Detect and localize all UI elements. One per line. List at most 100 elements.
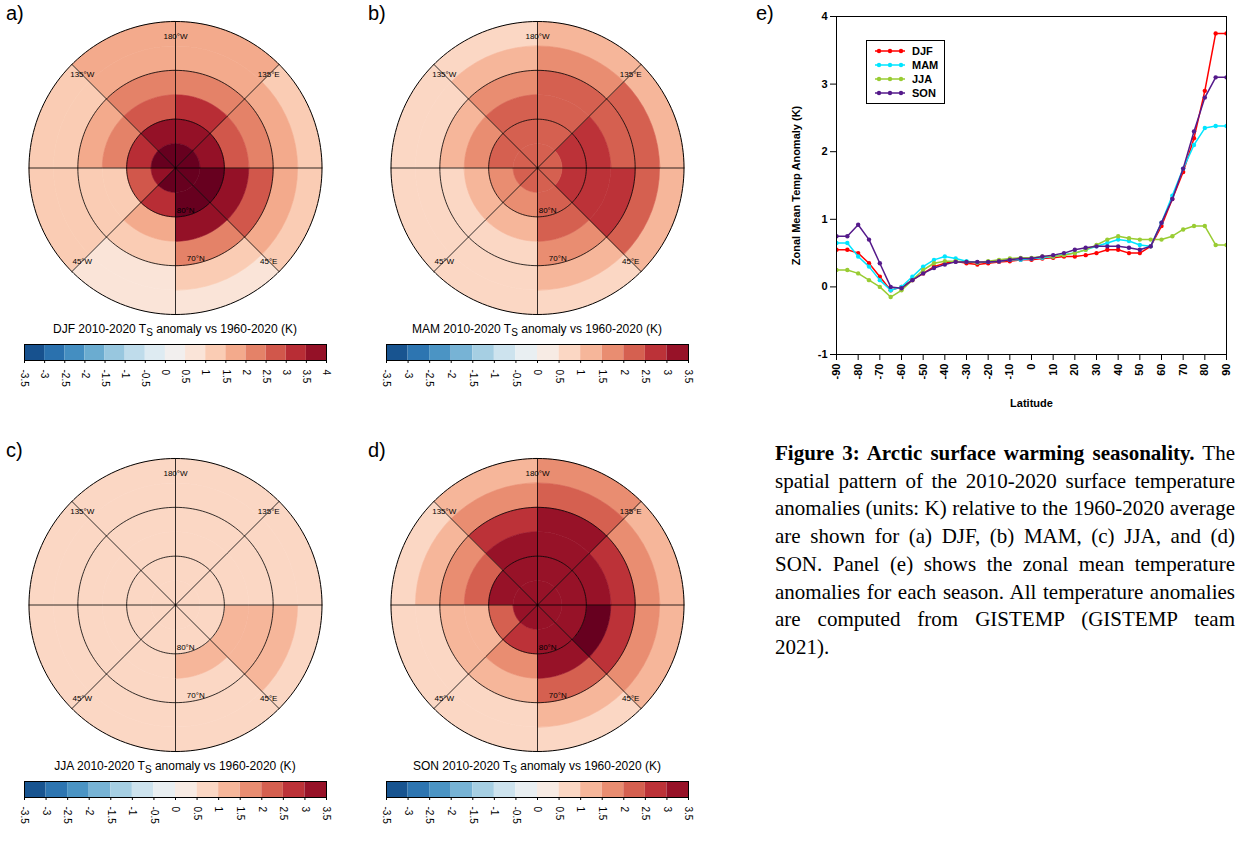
svg-text:60: 60 bbox=[1155, 364, 1167, 376]
svg-text:2.5: 2.5 bbox=[278, 807, 289, 821]
svg-text:Zonal Mean Temp Anomaly (K): Zonal Mean Temp Anomaly (K) bbox=[790, 105, 802, 265]
svg-text:1.5: 1.5 bbox=[235, 807, 246, 821]
svg-text:0.5: 0.5 bbox=[554, 370, 565, 384]
svg-text:-0.5: -0.5 bbox=[140, 370, 151, 388]
svg-text:0: 0 bbox=[532, 370, 543, 376]
svg-text:45°W: 45°W bbox=[72, 694, 92, 703]
svg-text:3.5: 3.5 bbox=[321, 807, 332, 821]
svg-text:-1: -1 bbox=[818, 348, 828, 360]
svg-text:135°W: 135°W bbox=[432, 70, 457, 79]
svg-text:-2: -2 bbox=[446, 370, 457, 379]
svg-text:-3.5: -3.5 bbox=[19, 807, 30, 825]
svg-text:40: 40 bbox=[1112, 364, 1124, 376]
svg-text:0: 0 bbox=[1025, 364, 1037, 370]
svg-text:4: 4 bbox=[321, 370, 332, 376]
svg-text:1: 1 bbox=[201, 370, 212, 376]
svg-text:2.5: 2.5 bbox=[640, 807, 651, 821]
svg-text:2: 2 bbox=[821, 145, 827, 157]
svg-text:80°N: 80°N bbox=[177, 643, 195, 652]
svg-text:-2.5: -2.5 bbox=[62, 807, 73, 825]
svg-text:80°N: 80°N bbox=[539, 206, 557, 215]
svg-text:3: 3 bbox=[662, 370, 673, 376]
svg-text:-1.5: -1.5 bbox=[468, 370, 479, 388]
svg-text:0.5: 0.5 bbox=[192, 807, 203, 821]
svg-text:3: 3 bbox=[662, 807, 673, 813]
svg-text:135°E: 135°E bbox=[620, 507, 642, 516]
svg-text:1.5: 1.5 bbox=[221, 370, 232, 384]
svg-text:1.5: 1.5 bbox=[597, 807, 608, 821]
svg-text:80°N: 80°N bbox=[177, 206, 195, 215]
svg-text:50: 50 bbox=[1133, 364, 1145, 376]
svg-text:70: 70 bbox=[1177, 364, 1189, 376]
svg-text:-2: -2 bbox=[446, 807, 457, 816]
svg-text:3: 3 bbox=[821, 78, 827, 90]
svg-text:180°W: 180°W bbox=[525, 469, 550, 478]
svg-text:2: 2 bbox=[241, 370, 252, 376]
svg-text:2: 2 bbox=[257, 807, 268, 813]
svg-text:70°N: 70°N bbox=[549, 254, 567, 263]
svg-text:3.5: 3.5 bbox=[683, 370, 694, 384]
svg-text:2.5: 2.5 bbox=[640, 370, 651, 384]
svg-text:-10: -10 bbox=[1003, 364, 1015, 380]
svg-text:45°E: 45°E bbox=[622, 257, 639, 266]
svg-text:-3: -3 bbox=[41, 807, 52, 816]
svg-text:2: 2 bbox=[619, 807, 630, 813]
svg-text:1: 1 bbox=[213, 807, 224, 813]
svg-text:-2.5: -2.5 bbox=[60, 370, 71, 388]
svg-text:135°W: 135°W bbox=[70, 70, 95, 79]
svg-text:135°E: 135°E bbox=[258, 70, 280, 79]
svg-text:135°E: 135°E bbox=[620, 70, 642, 79]
svg-text:-60: -60 bbox=[895, 364, 907, 380]
svg-text:70°N: 70°N bbox=[549, 691, 567, 700]
svg-text:-2.5: -2.5 bbox=[424, 807, 435, 825]
svg-text:0.5: 0.5 bbox=[554, 807, 565, 821]
svg-text:80: 80 bbox=[1198, 364, 1210, 376]
svg-text:-1: -1 bbox=[127, 807, 138, 816]
svg-text:-40: -40 bbox=[938, 364, 950, 380]
svg-text:3: 3 bbox=[281, 370, 292, 376]
svg-text:0: 0 bbox=[170, 807, 181, 813]
svg-text:180°W: 180°W bbox=[163, 32, 188, 41]
svg-text:-3.5: -3.5 bbox=[381, 807, 392, 825]
svg-text:-1: -1 bbox=[489, 807, 500, 816]
svg-text:-1.5: -1.5 bbox=[100, 370, 111, 388]
svg-text:3.5: 3.5 bbox=[683, 807, 694, 821]
svg-text:45°W: 45°W bbox=[72, 257, 92, 266]
svg-text:45°E: 45°E bbox=[260, 257, 277, 266]
svg-text:Latitude: Latitude bbox=[1010, 397, 1053, 409]
svg-text:10: 10 bbox=[1047, 364, 1059, 376]
svg-text:-1: -1 bbox=[120, 370, 131, 379]
svg-text:-50: -50 bbox=[917, 364, 929, 380]
svg-text:20: 20 bbox=[1068, 364, 1080, 376]
svg-text:-80: -80 bbox=[852, 364, 864, 380]
svg-text:135°W: 135°W bbox=[432, 507, 457, 516]
svg-text:-3: -3 bbox=[39, 370, 50, 379]
svg-text:-0.5: -0.5 bbox=[149, 807, 160, 825]
svg-text:4: 4 bbox=[821, 10, 828, 22]
svg-text:-30: -30 bbox=[960, 364, 972, 380]
svg-text:45°W: 45°W bbox=[434, 694, 454, 703]
svg-text:70°N: 70°N bbox=[187, 254, 205, 263]
svg-text:0: 0 bbox=[821, 280, 827, 292]
svg-text:45°E: 45°E bbox=[622, 694, 639, 703]
svg-text:-1.5: -1.5 bbox=[106, 807, 117, 825]
svg-text:2.5: 2.5 bbox=[261, 370, 272, 384]
svg-text:180°W: 180°W bbox=[525, 32, 550, 41]
svg-text:-3: -3 bbox=[403, 807, 414, 816]
svg-text:30: 30 bbox=[1090, 364, 1102, 376]
svg-text:0.5: 0.5 bbox=[180, 370, 191, 384]
svg-text:-2: -2 bbox=[80, 370, 91, 379]
svg-text:-2.5: -2.5 bbox=[424, 370, 435, 388]
svg-text:-2: -2 bbox=[84, 807, 95, 816]
svg-text:3: 3 bbox=[300, 807, 311, 813]
svg-text:2: 2 bbox=[619, 370, 630, 376]
svg-text:-90: -90 bbox=[830, 364, 842, 380]
svg-text:1: 1 bbox=[575, 807, 586, 813]
svg-text:1: 1 bbox=[575, 370, 586, 376]
svg-text:135°E: 135°E bbox=[258, 507, 280, 516]
svg-text:180°W: 180°W bbox=[163, 469, 188, 478]
svg-text:70°N: 70°N bbox=[187, 691, 205, 700]
svg-text:-3: -3 bbox=[403, 370, 414, 379]
svg-text:45°E: 45°E bbox=[260, 694, 277, 703]
svg-text:-3.5: -3.5 bbox=[19, 370, 30, 388]
